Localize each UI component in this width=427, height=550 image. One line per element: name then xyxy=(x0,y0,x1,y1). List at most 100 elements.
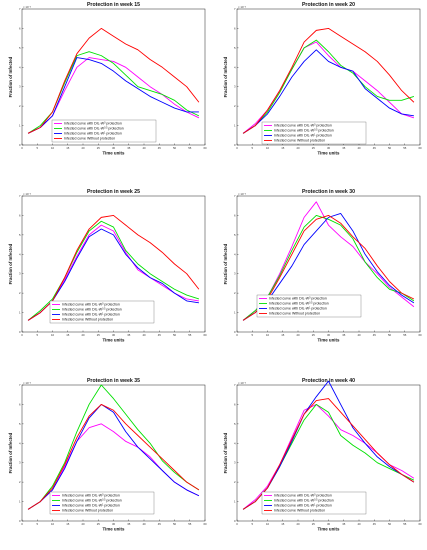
y-tick-label: 6 xyxy=(19,26,21,30)
x-tick-label: 10 xyxy=(51,146,55,150)
legend-entry: Infected curve with DIL-W0.5 protection xyxy=(269,302,329,306)
y-tick-label: 7 xyxy=(234,7,236,11)
y-axis-label: Fraction of Infected xyxy=(8,243,13,284)
x-tick-label: 50 xyxy=(173,146,177,150)
series-line-4 xyxy=(242,398,415,510)
x-tick-label: 40 xyxy=(142,333,146,337)
y-tick-label: 6 xyxy=(234,402,236,406)
y-exponent-label: × 10⁻³ xyxy=(238,5,246,9)
x-tick-label: 5 xyxy=(36,146,38,150)
legend-entry: Infected curve with DIL-W1 protection xyxy=(269,307,327,311)
x-tick-label: 15 xyxy=(66,522,70,526)
y-tick-label: 2 xyxy=(234,480,236,484)
legend-entry: Infected curve with DIL-W1 protection xyxy=(62,313,120,317)
x-axis-label: Time units xyxy=(103,338,125,343)
legend-entry: Infected curve with DIL-W0 protection xyxy=(269,297,327,301)
series-line-3 xyxy=(27,228,199,321)
series-line-2 xyxy=(27,384,200,510)
x-tick-label: 40 xyxy=(142,522,146,526)
legend-box xyxy=(261,491,367,515)
y-tick-label: 4 xyxy=(19,252,21,256)
x-tick-label: 15 xyxy=(66,146,70,150)
x-tick-label: 5 xyxy=(251,146,253,150)
x-tick-label: 50 xyxy=(173,333,177,337)
x-tick-label: 25 xyxy=(312,146,316,150)
x-tick-label: 35 xyxy=(342,146,346,150)
y-tick-label: 1 xyxy=(234,500,236,504)
y-tick-label: 0 xyxy=(19,330,21,334)
x-tick-label: 30 xyxy=(112,146,116,150)
y-tick-label: 6 xyxy=(19,402,21,406)
x-tick-label: 0 xyxy=(21,522,23,526)
y-exponent-label: × 10⁻³ xyxy=(23,5,31,9)
y-tick-label: 7 xyxy=(19,7,21,11)
x-tick-label: 55 xyxy=(403,333,407,337)
x-tick-label: 35 xyxy=(342,522,346,526)
x-tick-label: 20 xyxy=(81,333,85,337)
x-tick-label: 60 xyxy=(203,333,207,337)
y-tick-label: 6 xyxy=(234,213,236,217)
y-tick-label: 5 xyxy=(19,422,21,426)
series-line-3 xyxy=(27,57,199,134)
y-tick-label: 1 xyxy=(19,500,21,504)
x-tick-label: 40 xyxy=(357,333,361,337)
legend-entry: Infected curve with DIL-W1 protection xyxy=(62,504,120,508)
y-tick-label: 2 xyxy=(19,104,21,108)
y-tick-label: 2 xyxy=(234,291,236,295)
x-axis-label: Time units xyxy=(103,527,125,532)
y-tick-label: 0 xyxy=(234,330,236,334)
series-line-3 xyxy=(242,49,414,134)
x-tick-label: 45 xyxy=(373,333,377,337)
legend-entry: Infected curve Without protection xyxy=(62,318,113,322)
y-axis-label: Fraction of Infected xyxy=(8,432,13,473)
y-tick-label: 3 xyxy=(19,461,21,465)
y-tick-label: 3 xyxy=(234,461,236,465)
y-tick-label: 2 xyxy=(19,480,21,484)
x-axis-label: Time units xyxy=(318,151,340,156)
legend-entry: Infected curve with DIL-W0 protection xyxy=(64,122,122,126)
y-tick-label: 5 xyxy=(19,233,21,237)
y-tick-label: 1 xyxy=(234,124,236,128)
y-tick-label: 7 xyxy=(19,383,21,387)
chart-title: Protection in week 20 xyxy=(302,2,355,8)
x-tick-label: 55 xyxy=(403,146,407,150)
x-axis-label: Time units xyxy=(318,338,340,343)
y-tick-label: 4 xyxy=(234,252,236,256)
y-tick-label: 0 xyxy=(234,519,236,523)
y-tick-label: 6 xyxy=(19,213,21,217)
x-tick-label: 5 xyxy=(251,333,253,337)
x-tick-label: 50 xyxy=(388,522,392,526)
x-tick-label: 0 xyxy=(21,333,23,337)
legend-entry: Infected curve with DIL-W0 protection xyxy=(62,494,120,498)
legend-entry: Infected curve Without protection xyxy=(62,509,113,513)
x-tick-label: 55 xyxy=(188,333,192,337)
y-exponent-label: × 10⁻³ xyxy=(23,192,31,196)
y-exponent-label: × 10⁻³ xyxy=(238,192,246,196)
series-line-4 xyxy=(27,27,200,134)
y-tick-label: 3 xyxy=(19,85,21,89)
x-tick-label: 0 xyxy=(236,333,238,337)
legend-entry: Infected curve with DIL-W0.5 protection xyxy=(64,127,124,131)
series-line-2 xyxy=(242,214,415,321)
chart-panel-1: Protection in week 150 5 10 15 20 25 30 35 40 45 5… xyxy=(8,2,207,156)
x-tick-label: 20 xyxy=(296,146,300,150)
chart-title: Protection in week 30 xyxy=(302,189,355,195)
chart-panel-2: Protection in week 200 5 10 15 20 25 30 35 40 45 5… xyxy=(223,2,422,156)
legend: Infected curve with DIL-W0 protection Inf… xyxy=(49,491,155,515)
y-tick-label: 7 xyxy=(234,194,236,198)
x-tick-label: 50 xyxy=(388,146,392,150)
y-tick-label: 2 xyxy=(234,104,236,108)
series-line-2 xyxy=(27,220,200,321)
legend: Infected curve with DIL-W0 protectionInf… xyxy=(51,119,157,143)
chart-title: Protection in week 15 xyxy=(87,2,140,8)
x-tick-label: 35 xyxy=(127,522,131,526)
legend-box xyxy=(49,491,155,515)
legend-entry: Infected curve Without protection xyxy=(269,312,320,316)
series-line-4 xyxy=(242,214,415,321)
y-tick-label: 5 xyxy=(234,46,236,50)
x-tick-label: 5 xyxy=(251,522,253,526)
y-tick-label: 4 xyxy=(234,65,236,69)
x-tick-label: 45 xyxy=(373,146,377,150)
y-axis-label: Fraction of Infected xyxy=(8,56,13,97)
series-line-3 xyxy=(27,403,200,510)
